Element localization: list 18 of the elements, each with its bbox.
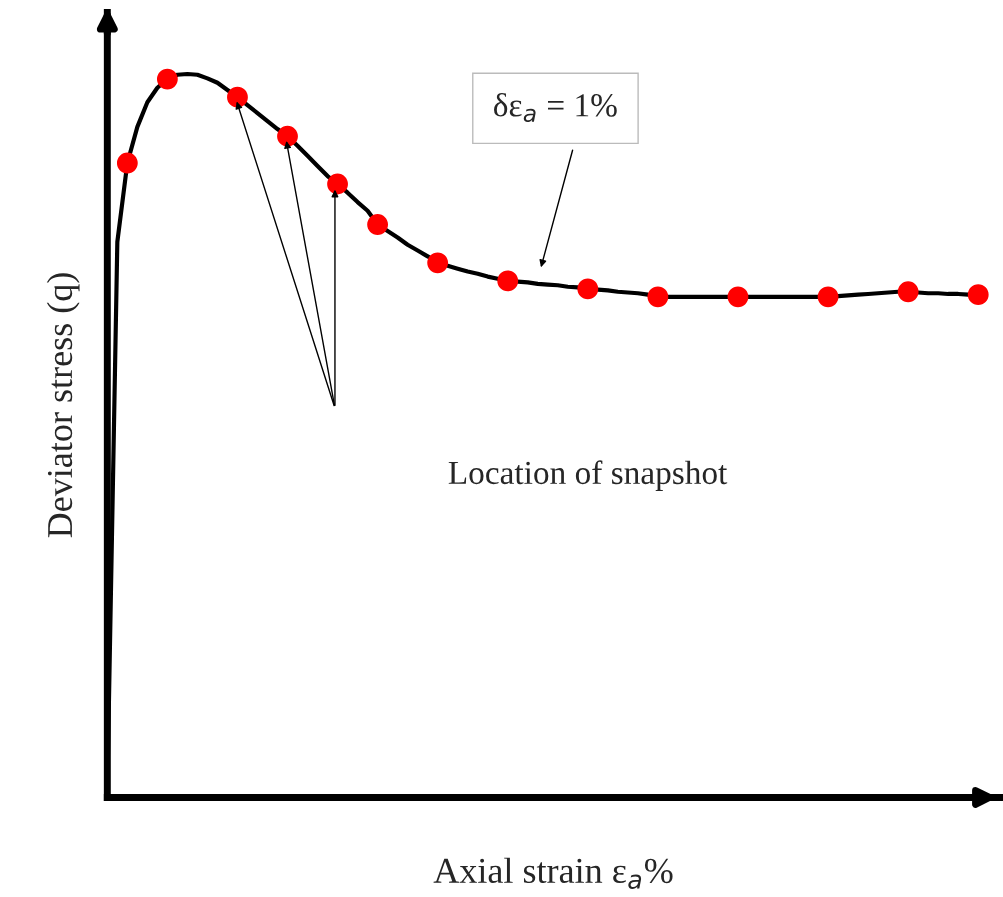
annotation: Location of snapshot <box>448 460 728 491</box>
point <box>327 173 348 195</box>
point <box>367 214 389 235</box>
point <box>277 125 298 147</box>
y-axis-title: Deviator stress (q) <box>46 273 80 538</box>
point <box>156 68 178 90</box>
annotation: δε$_{a}$ = 1% <box>494 93 617 123</box>
point <box>227 86 248 108</box>
point <box>116 152 138 174</box>
point <box>647 286 669 308</box>
point <box>577 278 599 300</box>
point <box>427 252 449 274</box>
point <box>897 281 919 303</box>
point <box>817 286 839 308</box>
point <box>727 286 749 308</box>
point <box>497 270 519 292</box>
x-axis-title: Axial strain ε$_{a}$% <box>433 857 673 889</box>
point <box>967 284 989 306</box>
